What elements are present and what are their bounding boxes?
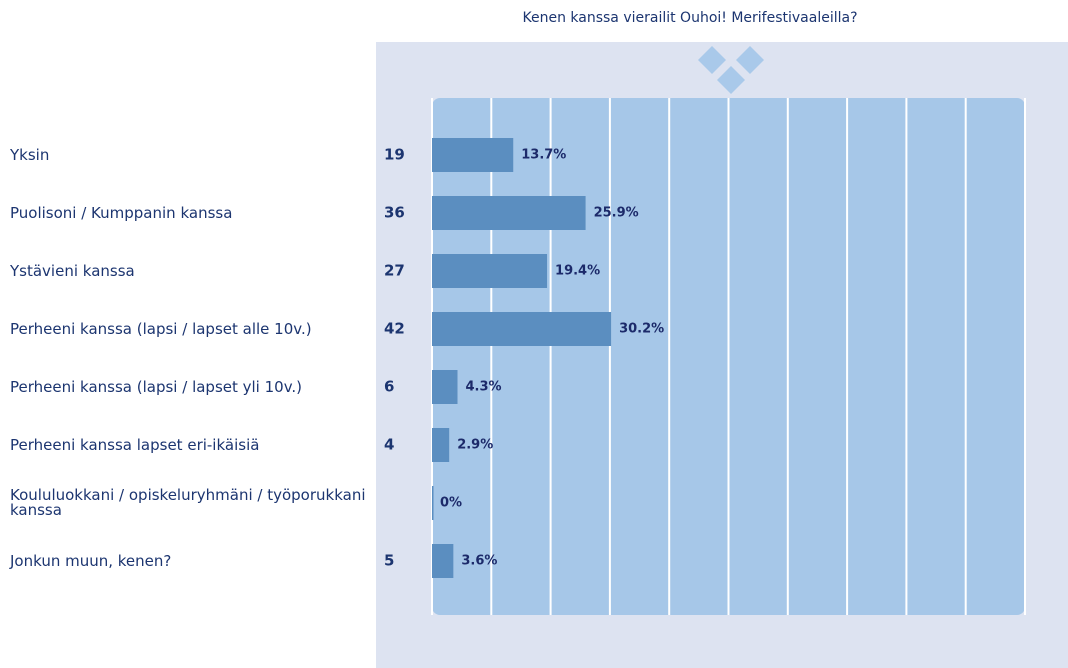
value-label: 19.4% [555,264,600,279]
bar [432,486,434,520]
bar [432,428,450,462]
count-label: 19 [384,146,405,164]
chart-title: Kenen kanssa vierailit Ouhoi! Merifestiv… [522,10,857,26]
value-label: 2.9% [457,438,493,453]
category-label: Yksin [10,145,50,164]
logo [698,46,764,94]
value-label: 13.7% [521,148,566,163]
bar [432,370,458,404]
count-label: 4 [384,436,394,454]
category-label: Perheeni kanssa lapset eri-ikäisiä [10,435,260,454]
category-label: Jonkun muun, kenen? [10,551,172,570]
value-label: 3.6% [461,554,497,569]
count-label: 6 [384,378,394,396]
bar [432,254,548,288]
count-label: 36 [384,204,405,222]
bar [432,312,612,346]
count-label: 42 [384,320,405,338]
category-label: Perheeni kanssa (lapsi / lapset alle 10v… [10,319,312,338]
bar [432,138,514,172]
count-label: 5 [384,552,394,570]
count-label: 27 [384,262,405,280]
value-label: 30.2% [619,322,664,337]
value-label: 4.3% [465,380,501,395]
category-label: Perheeni kanssa (lapsi / lapset yli 10v.… [10,377,303,396]
value-label: 25.9% [594,206,639,221]
category-label: Koululuokkani / opiskeluryhmäni / työpor… [10,486,366,519]
category-label: Ystävieni kanssa [10,261,135,280]
category-label: Puolisoni / Kumppanin kanssa [10,203,233,222]
bar [432,196,586,230]
value-label: 0% [440,496,462,511]
bar [432,544,454,578]
